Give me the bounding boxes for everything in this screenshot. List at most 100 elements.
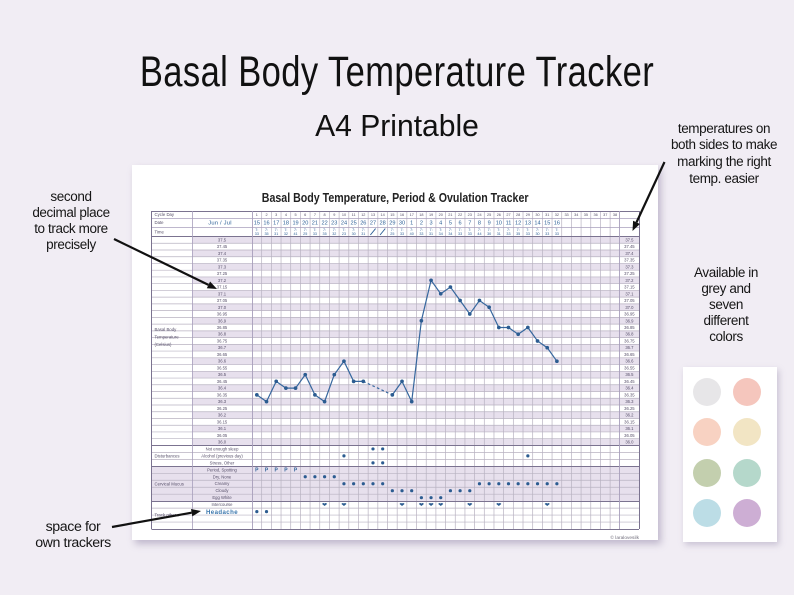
svg-text:31: 31: [429, 232, 433, 236]
svg-text:36.35: 36.35: [217, 392, 228, 397]
svg-text:(Celsius): (Celsius): [155, 342, 173, 347]
svg-text:36.75: 36.75: [217, 338, 228, 343]
svg-text:36.2: 36.2: [625, 413, 634, 418]
svg-text:1: 1: [410, 221, 413, 227]
svg-text:7:: 7:: [468, 228, 471, 232]
svg-text:37.0: 37.0: [218, 305, 227, 310]
svg-text:Stress, Other: Stress, Other: [210, 460, 235, 465]
svg-text:7:: 7:: [333, 228, 336, 232]
svg-text:24: 24: [341, 221, 347, 227]
svg-text:7:: 7:: [255, 228, 258, 232]
svg-text:Cervical Mucus: Cervical Mucus: [155, 481, 184, 486]
svg-text:36.6: 36.6: [218, 359, 227, 364]
svg-text:10: 10: [342, 213, 346, 217]
svg-text:Time: Time: [155, 229, 165, 234]
svg-text:7:: 7:: [304, 228, 307, 232]
svg-text:36.05: 36.05: [217, 433, 228, 438]
svg-text:37.15: 37.15: [624, 285, 635, 290]
svg-text:31: 31: [274, 232, 278, 236]
svg-text:37.2: 37.2: [218, 278, 227, 283]
svg-text:25: 25: [390, 232, 394, 236]
svg-text:11: 11: [506, 221, 512, 227]
svg-text:35: 35: [516, 232, 520, 236]
svg-text:36.1: 36.1: [625, 426, 634, 431]
svg-text:36.7: 36.7: [625, 345, 634, 350]
svg-text:7: 7: [468, 221, 471, 227]
svg-text:36.25: 36.25: [217, 406, 228, 411]
svg-text:37.5: 37.5: [625, 237, 634, 242]
svg-text:37.1: 37.1: [625, 291, 634, 296]
svg-text:33: 33: [506, 232, 510, 236]
svg-text:31: 31: [545, 213, 549, 217]
svg-text:15: 15: [254, 221, 260, 227]
svg-text:36.85: 36.85: [217, 325, 228, 330]
svg-text:7:: 7:: [284, 228, 287, 232]
svg-text:32: 32: [555, 213, 559, 217]
svg-text:21: 21: [312, 221, 318, 227]
svg-text:36.8: 36.8: [625, 332, 634, 337]
svg-text:Cycle Day: Cycle Day: [155, 212, 175, 217]
svg-text:Not enough sleep: Not enough sleep: [206, 446, 239, 451]
svg-text:3: 3: [275, 213, 277, 217]
svg-text:36.2: 36.2: [218, 413, 227, 418]
svg-text:7:: 7:: [342, 228, 345, 232]
svg-text:33: 33: [419, 232, 423, 236]
svg-text:22: 22: [321, 221, 327, 227]
svg-text:36.45: 36.45: [217, 379, 228, 384]
svg-text:1: 1: [256, 213, 258, 217]
svg-text:7:: 7:: [536, 228, 539, 232]
svg-text:23: 23: [331, 221, 337, 227]
svg-text:7:: 7:: [400, 228, 403, 232]
svg-text:Cloudy: Cloudy: [215, 488, 229, 493]
svg-text:7:: 7:: [507, 228, 510, 232]
svg-text:31: 31: [497, 232, 501, 236]
svg-text:7:: 7:: [555, 228, 558, 232]
svg-text:14: 14: [381, 213, 385, 217]
svg-text:12: 12: [361, 213, 365, 217]
svg-text:16: 16: [554, 221, 560, 227]
svg-text:P: P: [294, 468, 298, 474]
svg-text:P: P: [275, 468, 279, 474]
svg-text:28: 28: [516, 213, 520, 217]
svg-text:36.65: 36.65: [624, 352, 635, 357]
svg-text:36.7: 36.7: [218, 345, 227, 350]
svg-text:37.45: 37.45: [624, 244, 635, 249]
svg-text:13: 13: [371, 213, 375, 217]
svg-text:15: 15: [544, 221, 550, 227]
svg-text:25: 25: [487, 213, 491, 217]
svg-text:8: 8: [478, 221, 481, 227]
svg-text:20: 20: [302, 221, 308, 227]
svg-text:33: 33: [313, 232, 317, 236]
svg-text:7:: 7:: [294, 228, 297, 232]
svg-text:P: P: [265, 468, 269, 474]
svg-text:P: P: [255, 468, 259, 474]
svg-text:36.8: 36.8: [218, 332, 227, 337]
svg-text:21: 21: [448, 213, 452, 217]
svg-text:37.45: 37.45: [217, 244, 228, 249]
svg-text:Intercourse: Intercourse: [212, 502, 234, 507]
svg-text:36.85: 36.85: [624, 325, 635, 330]
svg-text:36.4: 36.4: [218, 386, 227, 391]
svg-text:24: 24: [477, 213, 481, 217]
svg-text:17: 17: [273, 221, 279, 227]
svg-text:Basal Body: Basal Body: [155, 327, 178, 332]
svg-text:38: 38: [613, 213, 617, 217]
svg-text:Period, Spotting: Period, Spotting: [207, 467, 237, 472]
svg-text:37.4: 37.4: [218, 251, 227, 256]
svg-text:37.2: 37.2: [625, 278, 634, 283]
svg-text:20: 20: [439, 213, 443, 217]
svg-text:7:: 7:: [275, 228, 278, 232]
svg-text:37.05: 37.05: [217, 298, 228, 303]
svg-text:11: 11: [352, 213, 356, 217]
svg-text:41: 41: [294, 232, 298, 236]
svg-text:36.75: 36.75: [624, 338, 635, 343]
svg-text:36.3: 36.3: [625, 399, 634, 404]
svg-text:5: 5: [294, 213, 296, 217]
svg-text:6: 6: [304, 213, 306, 217]
svg-text:P: P: [284, 468, 288, 474]
svg-text:7:: 7:: [323, 228, 326, 232]
svg-text:2: 2: [265, 213, 267, 217]
svg-text:8: 8: [324, 213, 326, 217]
svg-text:Temperature: Temperature: [155, 335, 180, 340]
svg-text:10: 10: [496, 221, 502, 227]
